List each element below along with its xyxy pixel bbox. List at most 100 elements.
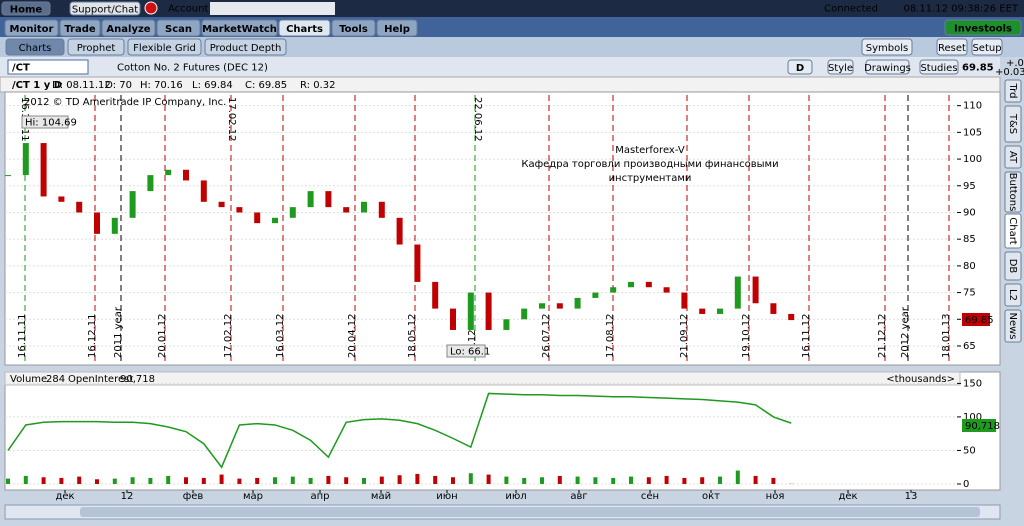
volume-bar [486,474,491,484]
side-tab-bg[interactable] [1004,105,1022,143]
tab: Analyze [106,24,150,35]
account-field[interactable] [210,2,335,15]
candle [503,319,510,330]
side-tab-bg[interactable] [1004,213,1022,249]
volume-bar [664,475,669,484]
chart-button-bg[interactable] [865,59,910,75]
side-tab-bg[interactable] [1004,309,1022,343]
subtab-bg[interactable] [5,38,65,56]
subtab: Charts [19,43,52,54]
volume-bar [23,475,28,484]
legend: OpenInterest [68,374,133,385]
subtab-bg[interactable] [204,38,287,56]
legend: 284 [46,374,65,385]
symbol-field[interactable] [7,59,89,75]
month-label: 12 [121,491,134,502]
volume-bar [290,476,295,484]
period-button-bg[interactable] [787,59,813,75]
subtab-bg[interactable] [127,38,202,56]
candle [663,287,670,293]
y-tick-label: 110 [963,101,982,112]
month-label: дек [838,491,857,502]
lo-label-bg [446,344,486,358]
alert-icon[interactable] [144,1,158,15]
y-tick-label: 90 [963,207,976,218]
investools-button-bg[interactable] [944,19,1022,36]
y-tick-label: 75 [963,288,976,299]
date-label: 16.03.12 [275,313,286,358]
candle [129,191,136,218]
tool-button: Reset [938,43,966,54]
volume-bar [237,478,242,484]
date-label: 16.11.11 [17,313,28,358]
month-label: июл [505,491,526,502]
tab-bg[interactable] [331,19,376,37]
tab: Tools [339,24,368,35]
volume-bar [41,477,46,484]
side-tab: Chart [1007,217,1018,245]
side-tab: AT [1007,151,1018,164]
volume-bar [344,477,349,484]
side-tab-bg[interactable] [1004,145,1022,169]
tab-bg[interactable] [101,19,156,37]
side-tab: Trd [1007,83,1018,99]
chart-button: Drawings [864,63,911,74]
candle [289,207,296,218]
candle [40,143,47,197]
tab-bg[interactable] [59,19,101,37]
candle [485,292,492,330]
date-label: 16.11.12 [801,313,812,358]
investools-button: Investools [954,24,1012,35]
volume-bar [504,476,509,484]
candle [236,207,243,213]
side-tab-bg[interactable] [1004,79,1022,103]
side-tab-bg[interactable] [1004,251,1022,281]
candle [76,201,83,213]
y-tick-label: 100 [963,154,982,165]
candle [325,191,332,208]
volume-bar [219,474,224,484]
period-button: D [796,63,804,74]
date-label: 26.07.12 [541,313,552,358]
subtab-bg[interactable] [67,38,125,56]
volume-bar [148,477,153,484]
tab-bg[interactable] [278,19,331,37]
candle [788,313,795,321]
chart-button-bg[interactable] [919,59,959,75]
tool-button-bg[interactable] [936,38,968,56]
tab-bg[interactable] [376,19,418,37]
home-button-bg[interactable] [1,1,51,16]
month-label: мар [243,491,263,502]
candle [521,308,528,320]
tab-bg[interactable] [4,19,59,37]
tab: Scan [165,24,192,35]
chart-button-bg[interactable] [827,59,854,75]
candle [378,201,385,218]
symbol-bar [0,57,1000,77]
candle [556,303,563,309]
candle [539,303,545,309]
annotation: Masterforex-V [615,145,685,156]
tool-button-bg[interactable] [861,38,913,56]
side-tab-bg[interactable] [1004,283,1022,307]
volume-bar [468,473,473,484]
units: <thousands> [886,374,955,385]
support-button-bg[interactable] [69,1,141,16]
scroll-thumb[interactable] [80,507,980,517]
date-label: 19.10.12 [741,313,752,358]
tab: Charts [286,24,323,35]
volume-bar [130,477,135,484]
volume-bar [557,475,562,484]
y-tick-label: 105 [963,127,982,138]
candle [343,207,350,213]
tab-bg[interactable] [201,19,278,37]
volume-bar [397,475,402,484]
tool-button: Symbols [866,43,908,54]
side-tab-bg[interactable] [1004,171,1022,213]
tool-button-bg[interactable] [971,38,1003,56]
symbol-desc: Cotton No. 2 Futures (DEC 12) [117,63,268,74]
info: H: 70.16 [140,80,183,91]
tab-bg[interactable] [156,19,201,37]
volume-header [4,371,961,386]
info: /CT 1 y D [12,80,62,91]
